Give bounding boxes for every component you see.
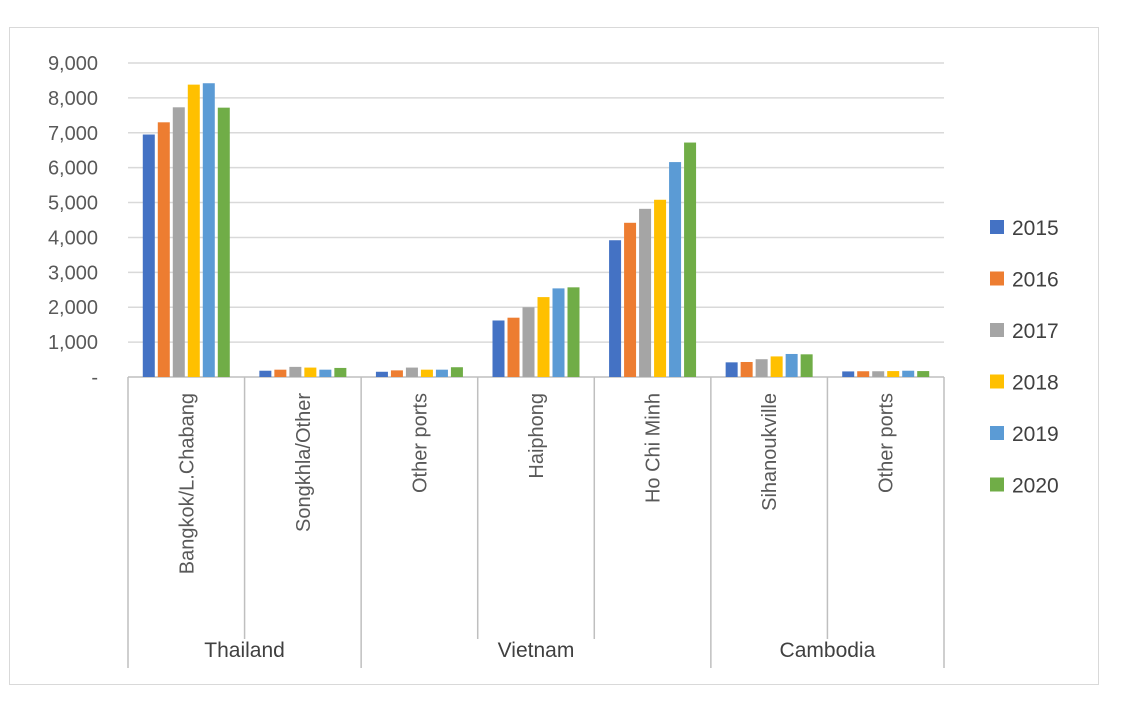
bar-2019-1 (202, 83, 215, 378)
y-tick-label: - (91, 367, 98, 389)
bar-2016-2 (274, 369, 287, 377)
bar-2015-3 (375, 371, 388, 377)
legend-label: 2020 (1012, 475, 1059, 498)
bar-2019-7 (902, 370, 915, 377)
bar-2018-2 (304, 367, 317, 377)
bar-2017-5 (639, 208, 652, 377)
legend-swatch-2017 (990, 323, 1004, 337)
bar-2020-1 (217, 107, 230, 377)
bar-2015-6 (725, 362, 738, 377)
bar-2020-3 (450, 367, 463, 377)
y-tick-label: 6,000 (48, 158, 98, 180)
y-tick-label: 8,000 (48, 88, 98, 110)
y-tick-label: 4,000 (48, 227, 98, 249)
bar-2015-4 (492, 320, 505, 377)
bar-2019-4 (552, 288, 565, 377)
legend-swatch-2016 (990, 271, 1004, 286)
bar-2017-4 (522, 307, 535, 377)
bar-2015-5 (609, 240, 622, 377)
bar-2018-5 (654, 199, 667, 377)
bar-2018-7 (887, 371, 900, 377)
bar-2020-4 (567, 287, 580, 377)
bar-2020-6 (800, 354, 813, 377)
bar-2016-6 (740, 361, 753, 377)
bar-2016-3 (390, 370, 403, 377)
category-label: Other ports (876, 393, 898, 493)
category-label: Haiphong (526, 393, 548, 479)
y-tick-label: 5,000 (48, 193, 98, 215)
legend-swatch-2020 (990, 477, 1004, 492)
legend-label: 2016 (1012, 269, 1059, 292)
legend-label: 2019 (1012, 423, 1059, 446)
bar-2017-7 (872, 371, 885, 377)
legend-swatch-2018 (990, 374, 1004, 389)
bar-2020-2 (334, 367, 347, 377)
legend-swatch-2015 (990, 220, 1004, 234)
y-tick-label: 2,000 (48, 297, 98, 319)
legend-swatch-2019 (990, 426, 1004, 440)
y-tick-label: 1,000 (48, 332, 98, 354)
bar-2016-4 (507, 317, 520, 377)
category-label: Sihanoukville (759, 393, 781, 511)
y-tick-label: 9,000 (48, 53, 98, 75)
bar-2018-1 (187, 84, 200, 378)
chart-frame: - 1,000 2,000 3,000 4,000 5,000 6,000 7,000 8,00… (9, 27, 1099, 685)
group-label: Thailand (204, 639, 285, 662)
category-label: Songkhla/Other (293, 393, 315, 532)
group-label: Vietnam (498, 639, 575, 662)
bar-2018-3 (420, 369, 433, 377)
legend-label: 2017 (1012, 320, 1059, 343)
legend-label: 2018 (1012, 372, 1059, 395)
category-label: Bangkok/L.Chabang (176, 393, 198, 574)
bar-2018-4 (537, 297, 550, 377)
y-tick-label: 3,000 (48, 262, 98, 284)
bar-2020-7 (917, 371, 930, 377)
bar-2015-2 (259, 370, 272, 377)
bar-2016-5 (624, 222, 637, 377)
bar-2015-1 (142, 134, 155, 377)
category-label: Other ports (409, 393, 431, 493)
bar-2019-6 (785, 353, 798, 377)
legend-label: 2015 (1012, 217, 1059, 240)
bar-2020-5 (684, 142, 697, 377)
bar-2019-5 (669, 162, 682, 377)
bar-2016-1 (157, 122, 170, 377)
bar-2019-2 (319, 369, 332, 377)
bar-2015-7 (842, 371, 855, 377)
bar-2017-2 (289, 366, 302, 377)
bar-2018-6 (770, 356, 783, 377)
bar-2017-6 (755, 359, 768, 377)
bar-2019-3 (435, 369, 448, 377)
bar-2016-7 (857, 371, 870, 377)
y-tick-label: 7,000 (48, 123, 98, 145)
bar-2017-1 (172, 107, 185, 377)
group-label: Cambodia (780, 639, 876, 662)
bar-2017-3 (405, 367, 418, 377)
category-label: Ho Chi Minh (643, 393, 665, 503)
bar-chart: - 1,000 2,000 3,000 4,000 5,000 6,000 7,000 8,00… (48, 53, 1059, 668)
